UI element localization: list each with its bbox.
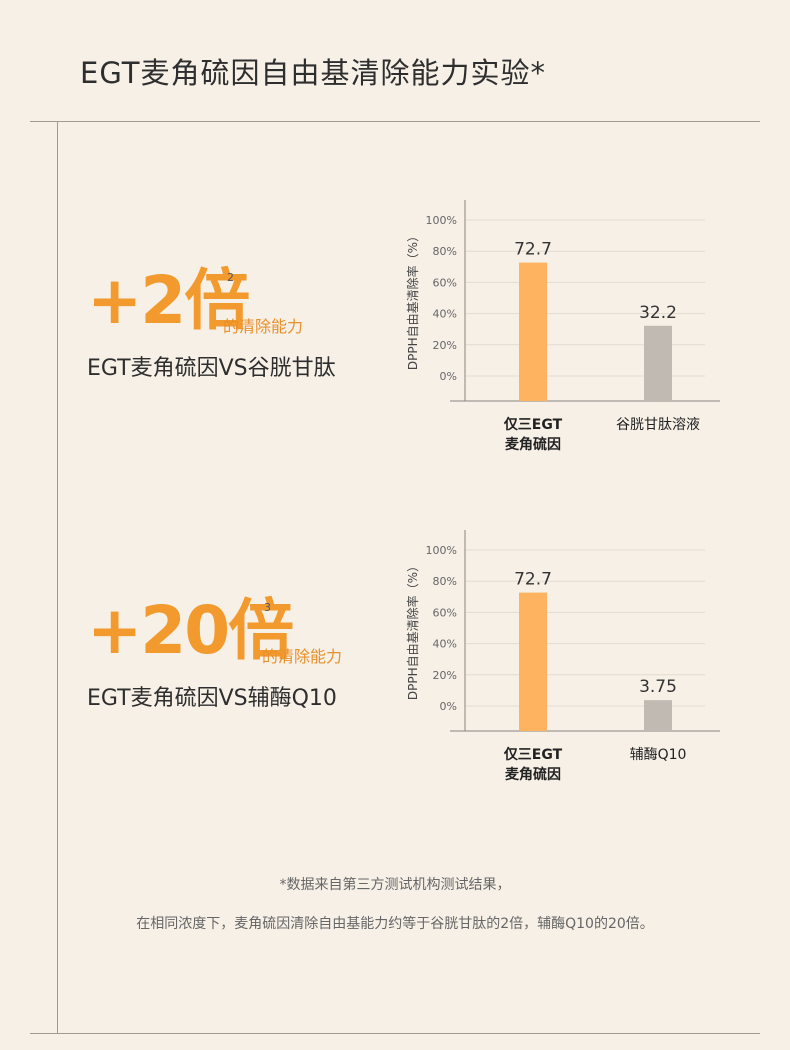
y-tick-label: 20%: [433, 669, 457, 682]
y-tick-label: 20%: [433, 339, 457, 352]
x-tick-label: 仅三EGT: [503, 416, 563, 433]
multiplier-suffix: 的清除能力: [262, 647, 343, 666]
footnote-line-1: *数据来自第三方测试机构测试结果，: [279, 877, 511, 893]
x-tick-label: 仅三EGT: [503, 746, 563, 763]
bar-chart-glutathione: 100% 80% 60% 40% 20% 0% DPPH自由基清除率（%） 72.7 仅三EGT…: [405, 200, 720, 453]
data-label: 32.2: [639, 303, 677, 323]
footnote-line-2: 在相同浓度下，麦角硫因清除自由基能力约等于谷胱甘肽的2倍，辅酶Q10的20倍。: [136, 916, 654, 932]
y-tick-label: 40%: [433, 638, 457, 651]
y-axis-label: DPPH自由基清除率（%）: [405, 560, 420, 700]
y-tick-label: 60%: [433, 276, 457, 289]
page-title: EGT麦角硫因自由基清除能力实验*: [80, 56, 546, 90]
y-tick-label: 80%: [433, 575, 457, 588]
comparison-label: EGT麦角硫因VS辅酶Q10: [87, 686, 337, 711]
y-tick-label: 0%: [440, 370, 457, 383]
y-tick-label: 0%: [440, 700, 457, 713]
y-tick-label: 80%: [433, 245, 457, 258]
x-tick-label: 麦角硫因: [505, 766, 561, 783]
multiplier-headline: +20倍: [87, 592, 294, 669]
x-tick-label: 麦角硫因: [505, 436, 561, 453]
bar: [519, 592, 547, 731]
bar: [644, 700, 672, 731]
left-divider: [57, 121, 58, 1033]
x-tick-label: 辅酶Q10: [630, 747, 687, 763]
y-tick-label: 100%: [426, 544, 457, 557]
y-tick-label: 40%: [433, 308, 457, 321]
y-axis-label: DPPH自由基清除率（%）: [405, 230, 420, 370]
multiplier-headline: +2倍: [87, 262, 250, 339]
x-tick-label: 谷胱甘肽溶液: [616, 417, 700, 433]
y-tick-label: 100%: [426, 214, 457, 227]
bar: [519, 262, 547, 401]
y-tick-label: 60%: [433, 606, 457, 619]
data-label: 3.75: [639, 677, 677, 697]
footnote-ref: 2: [227, 271, 234, 284]
comparison-label: EGT麦角硫因VS谷胱甘肽: [87, 356, 336, 381]
top-divider: [30, 121, 760, 122]
bottom-divider: [30, 1033, 760, 1034]
data-label: 72.7: [514, 240, 552, 260]
bar: [644, 325, 672, 401]
footnote-ref: 3: [264, 601, 271, 614]
bar-chart-coq10: 100% 80% 60% 40% 20% 0% DPPH自由基清除率（%） 72.7 仅三EGT…: [405, 530, 720, 783]
multiplier-suffix: 的清除能力: [223, 317, 304, 336]
data-label: 72.7: [514, 570, 552, 590]
